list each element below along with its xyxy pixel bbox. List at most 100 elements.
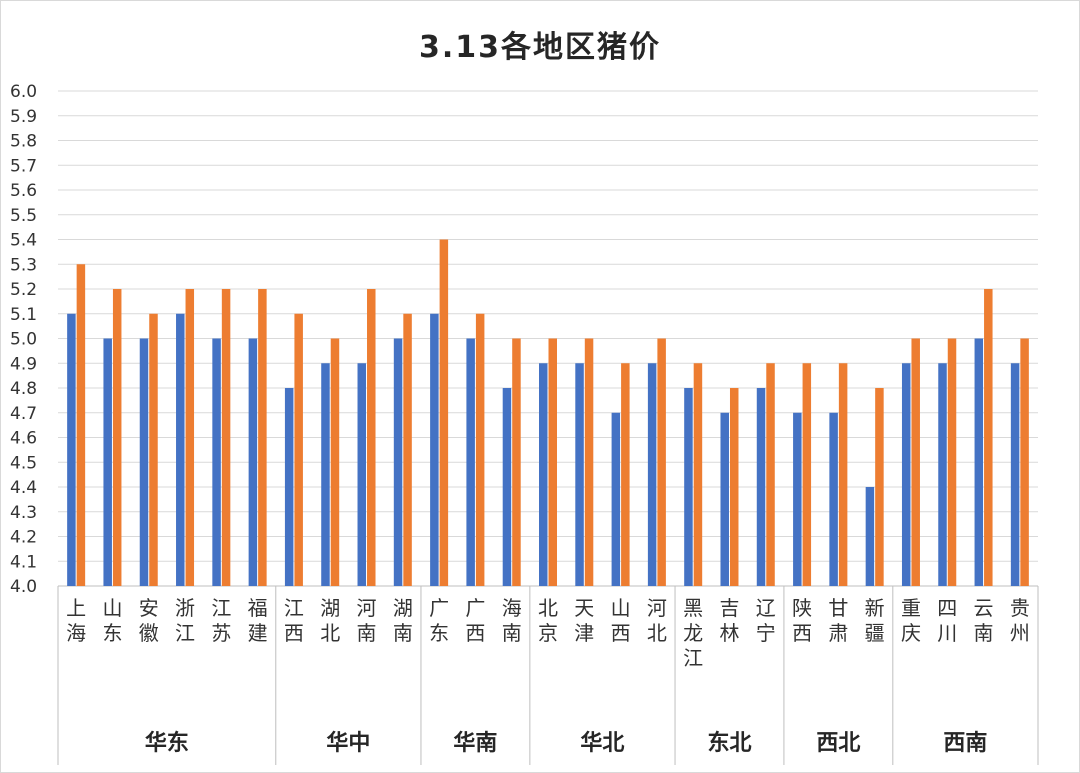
x-tick-label: 广西 — [465, 596, 485, 645]
bar — [258, 289, 267, 586]
bar — [875, 388, 884, 586]
bar — [621, 363, 630, 586]
y-tick-label: 4.8 — [10, 379, 37, 399]
bar — [766, 363, 775, 586]
bar — [865, 487, 875, 586]
x-tick-label: 广东 — [429, 596, 449, 645]
bar — [67, 313, 76, 586]
bar — [693, 363, 703, 586]
y-tick-label: 5.8 — [10, 132, 37, 152]
y-tick-label: 5.7 — [10, 156, 37, 176]
x-tick-label: 湖北 — [320, 596, 340, 645]
bar — [221, 289, 231, 586]
y-tick-label: 5.3 — [10, 255, 37, 275]
bar — [357, 363, 367, 586]
bar — [802, 363, 812, 586]
bar — [584, 338, 594, 586]
bar — [539, 363, 548, 586]
y-tick-label: 4.7 — [10, 404, 37, 424]
x-tick-label: 辽宁 — [756, 596, 776, 645]
bar — [901, 363, 911, 586]
bar — [112, 289, 122, 586]
bar — [185, 289, 195, 586]
y-tick-label: 4.0 — [10, 577, 37, 597]
chart-title: 3.13各地区猪价 — [418, 30, 662, 65]
x-tick-label: 浙江 — [175, 596, 195, 645]
bar — [502, 388, 512, 586]
bar — [512, 338, 521, 586]
x-tick-label: 海南 — [502, 596, 522, 645]
bar — [984, 289, 993, 586]
x-tick-label: 河北 — [647, 596, 667, 645]
bar — [76, 264, 86, 586]
group-label: 西北 — [816, 731, 860, 756]
bar — [439, 239, 449, 586]
x-tick-label: 贵州 — [1010, 596, 1030, 645]
bar — [647, 363, 657, 586]
bar — [430, 313, 439, 586]
x-tick-label: 安徽 — [139, 596, 159, 645]
group-label: 华东 — [145, 730, 189, 756]
x-tick-label: 陕西 — [792, 596, 812, 645]
x-tick-label: 江西 — [284, 596, 304, 645]
y-tick-label: 4.2 — [10, 528, 37, 548]
x-tick-label: 四川 — [937, 596, 957, 645]
x-tick-label: 山东 — [102, 596, 122, 645]
bar — [149, 313, 158, 586]
bar — [248, 338, 258, 586]
y-tick-label: 4.6 — [10, 429, 37, 449]
bar — [611, 412, 621, 586]
x-tick-label: 湖南 — [393, 596, 413, 645]
bar — [947, 338, 957, 586]
x-tick-label: 重庆 — [901, 596, 921, 645]
y-tick-label: 5.5 — [10, 206, 37, 226]
x-tick-label: 甘肃 — [828, 596, 848, 645]
bar — [176, 313, 185, 586]
bar — [1020, 338, 1029, 586]
group-label: 华中 — [326, 730, 370, 756]
bar — [393, 338, 403, 586]
bar — [793, 412, 802, 586]
group-label: 华北 — [580, 730, 624, 756]
y-tick-label: 5.9 — [10, 107, 37, 127]
y-tick-label: 5.4 — [10, 231, 37, 251]
group-label: 西南 — [943, 731, 987, 756]
bar — [403, 313, 412, 586]
bar — [575, 363, 584, 586]
bar — [212, 338, 221, 586]
bar — [838, 363, 848, 586]
x-tick-label: 吉林 — [719, 596, 739, 645]
bar — [1010, 363, 1020, 586]
y-tick-label: 4.1 — [10, 552, 37, 572]
bar — [330, 338, 340, 586]
y-tick-label: 5.6 — [10, 181, 37, 201]
x-tick-label: 北京 — [538, 596, 558, 645]
bar — [139, 338, 149, 586]
y-tick-label: 4.4 — [10, 478, 37, 498]
x-tick-label: 福建 — [248, 596, 268, 645]
bar — [684, 388, 693, 586]
bar — [938, 363, 947, 586]
group-label: 华南 — [453, 730, 497, 756]
bar — [103, 338, 112, 586]
bar — [367, 289, 376, 586]
bar — [548, 338, 557, 586]
bar — [756, 388, 766, 586]
x-tick-label: 河南 — [357, 596, 377, 645]
bar — [720, 412, 729, 586]
x-tick-label: 新疆 — [865, 596, 885, 645]
bar — [911, 338, 920, 586]
bar — [829, 412, 838, 586]
x-tick-label: 山西 — [611, 596, 631, 645]
y-tick-label: 4.3 — [10, 503, 37, 523]
x-tick-label: 云南 — [974, 596, 994, 645]
bar — [284, 388, 294, 586]
x-tick-label: 上海 — [66, 596, 86, 645]
bar — [475, 313, 485, 586]
group-label: 东北 — [707, 730, 751, 756]
bar — [466, 338, 475, 586]
y-tick-label: 4.5 — [10, 453, 37, 473]
bar — [729, 388, 739, 586]
bar — [321, 363, 330, 586]
